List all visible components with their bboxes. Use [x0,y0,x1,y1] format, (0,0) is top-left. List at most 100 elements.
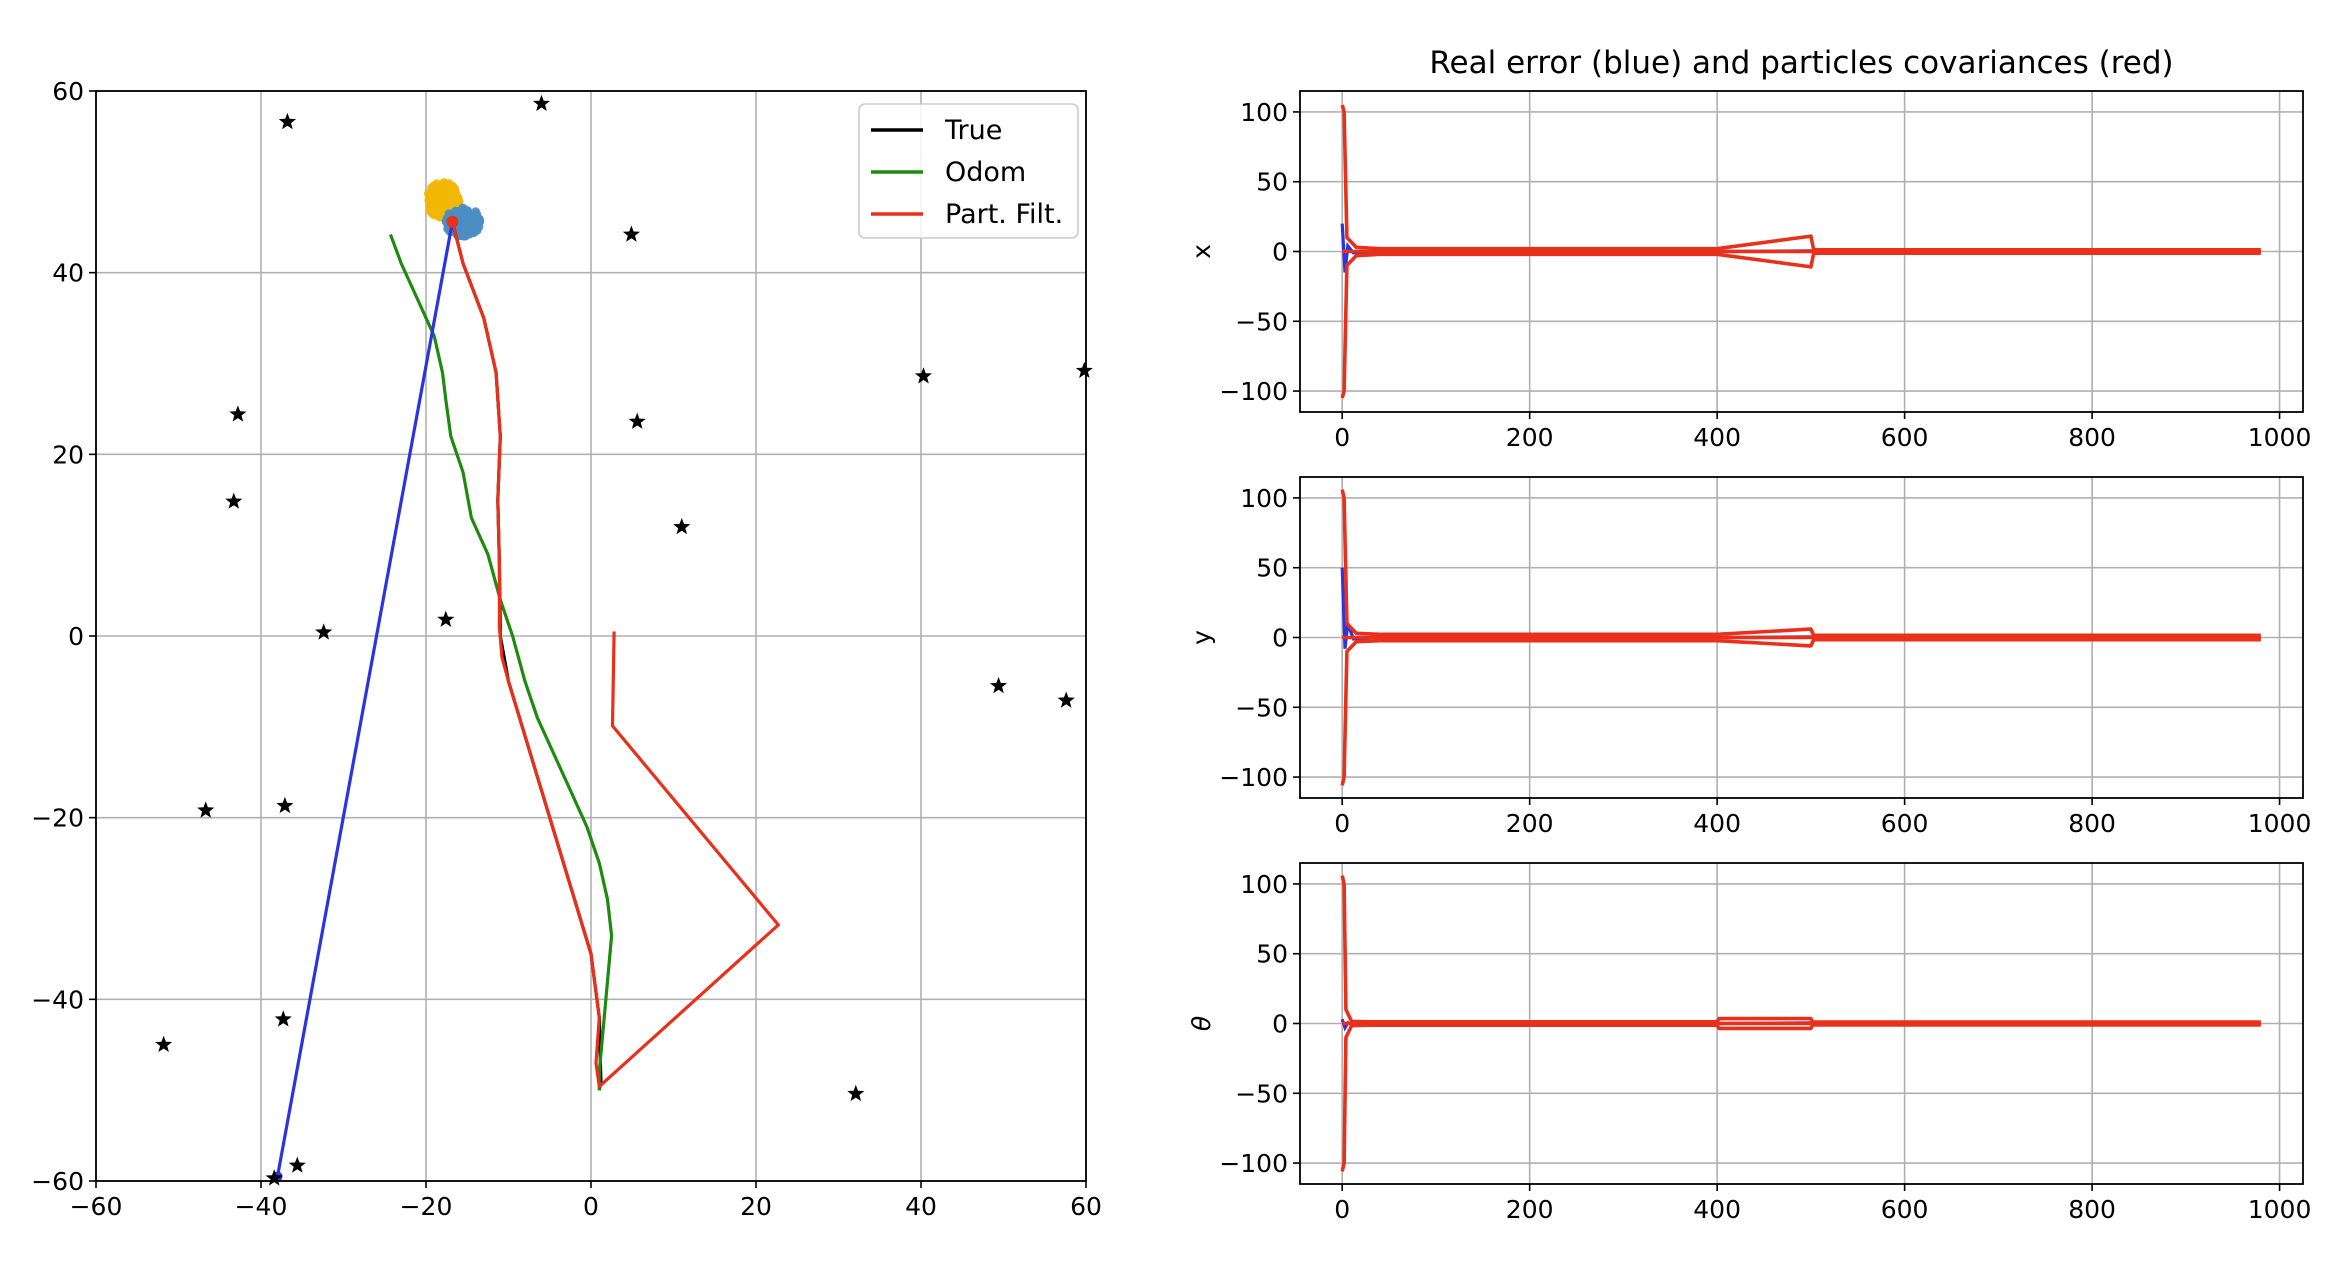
trajectory-odom [388,233,614,1091]
error-plot-3-tick-label-x: 600 [1881,1195,1929,1224]
error-plot-3-frame [1299,862,2304,1185]
landmark-star [276,796,294,814]
error-plot-2-tick-label-y: −50 [1235,693,1288,722]
error-plot-1-tick-label-y: 50 [1256,168,1288,197]
error-plot-2-tick-label-x: 0 [1334,809,1350,838]
error-plot-3-tick-label-y: 0 [1272,1010,1288,1039]
landmark-star [628,412,646,429]
map-plot-data [272,178,780,1181]
legend-label: True [944,115,1002,146]
particle-point [475,216,485,226]
error-plot-2-tick-label-x: 400 [1693,809,1741,838]
error-plot-2-frame [1299,476,2304,799]
particle-point [443,195,453,205]
error-plot-2-tick-label-x: 200 [1506,809,1554,838]
landmark-star [1057,691,1075,708]
particle-point [436,193,446,203]
error-plot-2-tick-label-y: −100 [1219,763,1288,792]
particle-point [460,214,470,224]
error-plot-3-data [1340,875,2261,1172]
covariance-lower-line [1340,251,2261,399]
error-plot-3-tick-label-x: 400 [1693,1195,1741,1224]
estimate-marker [446,215,459,228]
error-plot-3-tick-label-x: 0 [1334,1195,1350,1224]
covariance-upper-line [1340,489,2261,638]
legend-label: Odom [945,157,1026,188]
error-plot-3-tick-label-x: 1000 [2248,1195,2312,1224]
covariance-lower-line [1340,637,2261,786]
landmark-star [225,492,243,509]
landmark-star [914,367,932,384]
error-plot-1-tick-label-x: 800 [2068,423,2116,452]
map-plot-tick-label-y: 40 [52,259,84,288]
error-plot-1-tick-label-y: −100 [1219,377,1288,406]
landmark-star [274,1010,292,1027]
map-plot-tick-label-x: −20 [400,1192,453,1221]
particle-point [472,224,482,234]
map-plot-tick-label-y: 0 [68,622,84,651]
landmark-star [437,610,455,627]
error-plot-2-tick-label-y: 0 [1272,624,1288,653]
landmark-star [278,112,296,130]
error-plot-2-tick-label-x: 600 [1881,809,1929,838]
landmark-star [229,405,247,422]
map-plot-tick-label-x: 20 [740,1192,772,1221]
error-plot-3-tick-label-y: −50 [1235,1079,1288,1108]
particle-point [440,186,450,196]
error-plot-2-ylabel: y [1187,630,1216,645]
landmark-star [990,677,1008,694]
legend-box [858,103,1079,239]
error-plot-3-ylabel: θ [1187,1016,1216,1031]
error-plot-1-tick-label-x: 1000 [2248,423,2312,452]
map-plot-tick-label-y: −60 [31,1167,84,1196]
landmark-star [847,1084,865,1102]
error-plot-2-tick-label-x: 1000 [2248,809,2312,838]
error-plot-1-tick-label-y: 100 [1240,98,1288,127]
landmark-star [532,94,551,111]
error-plot-3-tick-label-x: 200 [1506,1195,1554,1224]
landmark-star [265,1169,283,1186]
error-plot-1-frame [1299,90,2304,413]
landmark-star [673,518,691,535]
particle-point [431,200,441,210]
error-plot-1-tick-label-y: 0 [1272,238,1288,267]
error-plot-1-tick-label-x: 0 [1334,423,1350,452]
map-plot-frame [95,90,1087,1182]
legend-label: Part. Filt. [945,199,1063,230]
landmark-star [155,1035,173,1052]
map-plot-tick-label-y: −40 [31,985,84,1014]
landmark-star [315,623,333,640]
error-plot-3-tick-label-y: 100 [1240,870,1288,899]
trajectory-link [275,221,454,1177]
error-plot-2-tick-label-y: 50 [1256,554,1288,583]
error-plot-2-data [1340,489,2261,786]
particle-point [439,178,449,188]
error-plot-2-tick-label-y: 100 [1240,484,1288,513]
map-plot-tick-label-x: −60 [70,1192,123,1221]
error-plot-1-tick-label-x: 400 [1693,423,1741,452]
landmark-star [288,1156,306,1173]
covariance-upper-line [1340,104,2261,252]
error-plot-3-tick-label-y: −100 [1219,1149,1288,1178]
map-plot-tick-label-x: 60 [1070,1192,1102,1221]
map-plot-tick-label-x: 0 [583,1192,599,1221]
particle-point [432,179,442,189]
error-plot-2-tick-label-x: 800 [2068,809,2116,838]
error-plot-3-tick-label-y: 50 [1256,940,1288,969]
map-plot-tick-label-x: −40 [235,1192,288,1221]
error-plot-1-data [1340,104,2261,399]
error-plot-3-tick-label-x: 800 [2068,1195,2116,1224]
map-plot-tick-label-y: 20 [52,440,84,469]
map-plot-tick-label-y: 60 [52,77,84,106]
error-plot-1-tick-label-x: 200 [1506,423,1554,452]
error-plot-1-ylabel: x [1187,244,1216,259]
landmark-star [197,801,215,818]
trajectory-part-filt [450,221,780,1089]
map-plot-axes: −60 −40 −20 0 20 40 60 −60 −40 −20 0 20 40 60 [31,77,1102,1221]
landmark-star [622,225,640,242]
map-plot-tick-label-y: −20 [31,804,84,833]
map-legend: True Odom Part. Filt. [858,103,1079,239]
particle-point [459,225,469,235]
error-plot-1-tick-label-x: 600 [1881,423,1929,452]
